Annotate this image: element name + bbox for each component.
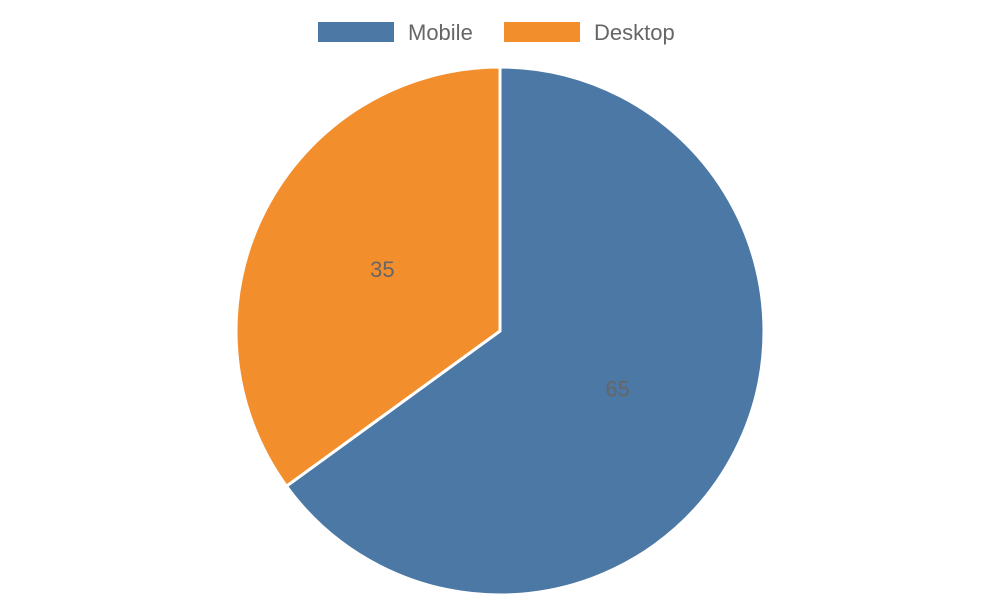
data-label-desktop: 35 <box>370 257 394 282</box>
pie-slice-mobile[interactable] <box>284 65 766 597</box>
legend-item-mobile[interactable]: Mobile <box>318 20 473 45</box>
pie-data-labels: 65 35 <box>370 257 630 402</box>
legend-swatch-desktop <box>504 22 580 42</box>
chart-legend: Mobile Desktop <box>318 20 675 45</box>
legend-swatch-mobile <box>318 22 394 42</box>
pie-slices <box>234 65 766 597</box>
legend-label-mobile: Mobile <box>408 20 473 45</box>
pie-slice-desktop[interactable] <box>234 65 502 488</box>
legend-label-desktop: Desktop <box>594 20 675 45</box>
legend-item-desktop[interactable]: Desktop <box>504 20 675 45</box>
data-label-mobile: 65 <box>605 377 629 402</box>
